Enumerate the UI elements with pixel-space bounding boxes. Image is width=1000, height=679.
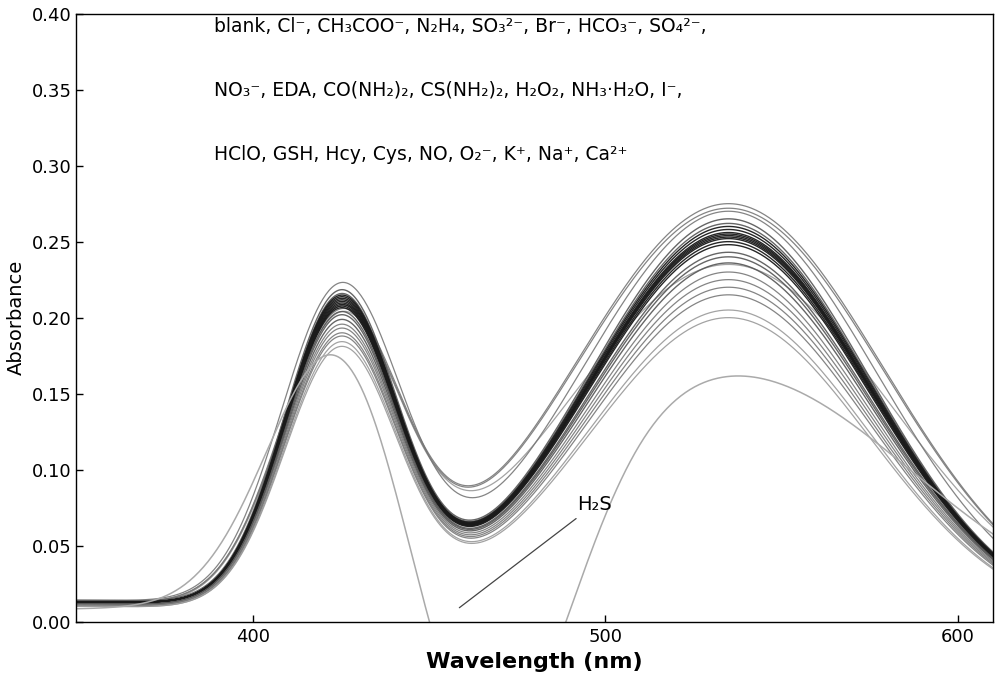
Text: blank, Cl⁻, CH₃COO⁻, N₂H₄, SO₃²⁻, Br⁻, HCO₃⁻, SO₄²⁻,: blank, Cl⁻, CH₃COO⁻, N₂H₄, SO₃²⁻, Br⁻, H… (214, 17, 706, 36)
Text: NO₃⁻, EDA, CO(NH₂)₂, CS(NH₂)₂, H₂O₂, NH₃·H₂O, I⁻,: NO₃⁻, EDA, CO(NH₂)₂, CS(NH₂)₂, H₂O₂, NH₃… (214, 81, 682, 100)
X-axis label: Wavelength (nm): Wavelength (nm) (426, 652, 643, 672)
Text: HClO, GSH, Hcy, Cys, NO, O₂⁻, K⁺, Na⁺, Ca²⁺: HClO, GSH, Hcy, Cys, NO, O₂⁻, K⁺, Na⁺, C… (214, 145, 627, 164)
Text: H₂S: H₂S (459, 495, 612, 608)
Y-axis label: Absorbance: Absorbance (7, 260, 26, 375)
